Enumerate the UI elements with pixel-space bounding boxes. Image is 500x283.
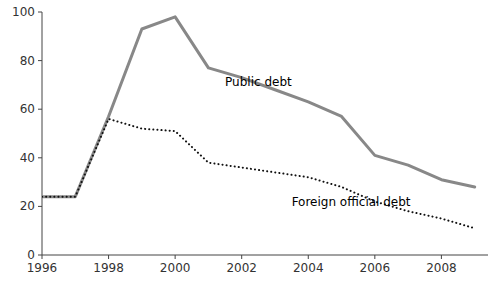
series-line	[42, 119, 475, 228]
y-tick	[38, 255, 42, 256]
chart: 1996 1998 2000 2002 2004 2006 2008 0 20 40 60 80 100…	[0, 0, 500, 283]
y-tick	[38, 12, 42, 13]
x-tick-label: 2006	[360, 261, 391, 275]
x-tick-label: 2000	[160, 261, 191, 275]
x-tick-label: 1998	[93, 261, 124, 275]
y-tick-label: 20	[20, 199, 35, 213]
y-tick	[38, 60, 42, 61]
y-tick-label: 100	[12, 5, 35, 19]
x-tick-label: 2004	[293, 261, 324, 275]
plot-area	[42, 17, 475, 228]
x-tick	[241, 255, 242, 259]
annotation: Foreign official debt	[292, 195, 411, 209]
x-tick	[308, 255, 309, 259]
x-tick	[374, 255, 375, 259]
y-axis-line	[42, 12, 43, 255]
annotations: Public debt Foreign official debt	[225, 75, 411, 208]
x-tick	[175, 255, 176, 259]
axes: 1996 1998 2000 2002 2004 2006 2008 0 20 40 60 80 100	[12, 5, 488, 275]
x-tick	[441, 255, 442, 259]
y-tick	[38, 206, 42, 207]
x-tick	[42, 255, 43, 259]
annotation: Public debt	[225, 75, 292, 89]
x-tick-label: 2008	[426, 261, 457, 275]
y-tick-label: 40	[20, 151, 35, 165]
y-tick-label: 60	[20, 102, 35, 116]
y-tick	[38, 109, 42, 110]
x-tick	[108, 255, 109, 259]
y-tick	[38, 157, 42, 158]
x-tick-label: 1996	[27, 261, 58, 275]
x-tick-label: 2002	[226, 261, 257, 275]
y-tick-label: 0	[27, 248, 35, 262]
y-tick-label: 80	[20, 54, 35, 68]
